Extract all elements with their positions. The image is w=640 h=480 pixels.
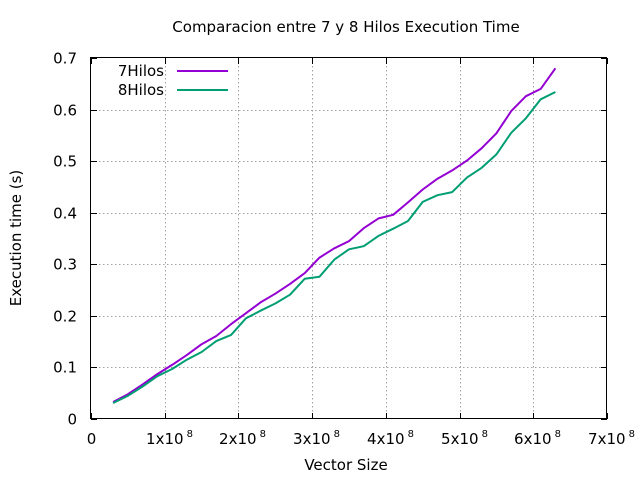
x-tick-label: 7x10 8 — [588, 429, 635, 448]
legend-label: 7Hilos — [118, 62, 164, 80]
y-tick-label: 0.6 — [53, 102, 77, 120]
y-tick-label: 0.5 — [53, 153, 77, 171]
x-tick-base: 4x10 — [367, 430, 405, 448]
series-line-8Hilos — [112, 91, 556, 404]
plot-frame — [90, 57, 607, 419]
y-axis-label: Execution time (s) — [7, 170, 25, 307]
x-tick-base: 3x10 — [293, 430, 331, 448]
y-tick-label: 0 — [67, 411, 77, 429]
x-tick-base: 7x10 — [588, 430, 626, 448]
y-tick-label: 0.7 — [53, 50, 77, 68]
x-tick-label: 6x10 8 — [514, 429, 561, 448]
x-tick-label: 5x10 8 — [441, 429, 488, 448]
x-tick-base: 5x10 — [441, 430, 479, 448]
x-axis-label: Vector Size — [304, 456, 387, 474]
x-tick-label: 2x10 8 — [219, 429, 266, 448]
x-tick-exponent: 8 — [408, 429, 414, 440]
x-tick-base: 2x10 — [219, 430, 257, 448]
series-line-7Hilos — [112, 67, 557, 403]
x-tick-label: 1x10 8 — [146, 429, 193, 448]
x-tick-exponent: 8 — [555, 429, 561, 440]
y-tick-label: 0.2 — [53, 308, 77, 326]
y-tick-label: 0.1 — [53, 359, 77, 377]
x-tick-base: 1x10 — [146, 430, 184, 448]
grid — [91, 58, 607, 419]
x-tick-label: 4x10 8 — [367, 429, 414, 448]
x-tick-exponent: 8 — [187, 429, 193, 440]
y-tick-label: 0.4 — [53, 205, 77, 223]
axis-ticks: 00.10.20.30.40.50.60.70 1x10 8 2x10 8 3x10 8 4x… — [53, 50, 635, 449]
x-tick-base: 6x10 — [514, 430, 552, 448]
x-tick-exponent: 8 — [482, 429, 488, 440]
chart-title: Comparacion entre 7 y 8 Hilos Execution … — [172, 18, 519, 36]
legend-label: 8Hilos — [118, 81, 164, 99]
x-tick-base: 0 — [87, 430, 97, 448]
y-tick-label: 0.3 — [53, 256, 77, 274]
x-tick-exponent: 8 — [629, 429, 635, 440]
x-tick-label: 3x10 8 — [293, 429, 340, 448]
x-tick-exponent: 8 — [260, 429, 266, 440]
series-lines — [112, 67, 557, 404]
x-tick-label: 0 — [87, 430, 97, 448]
x-tick-exponent: 8 — [334, 429, 340, 440]
